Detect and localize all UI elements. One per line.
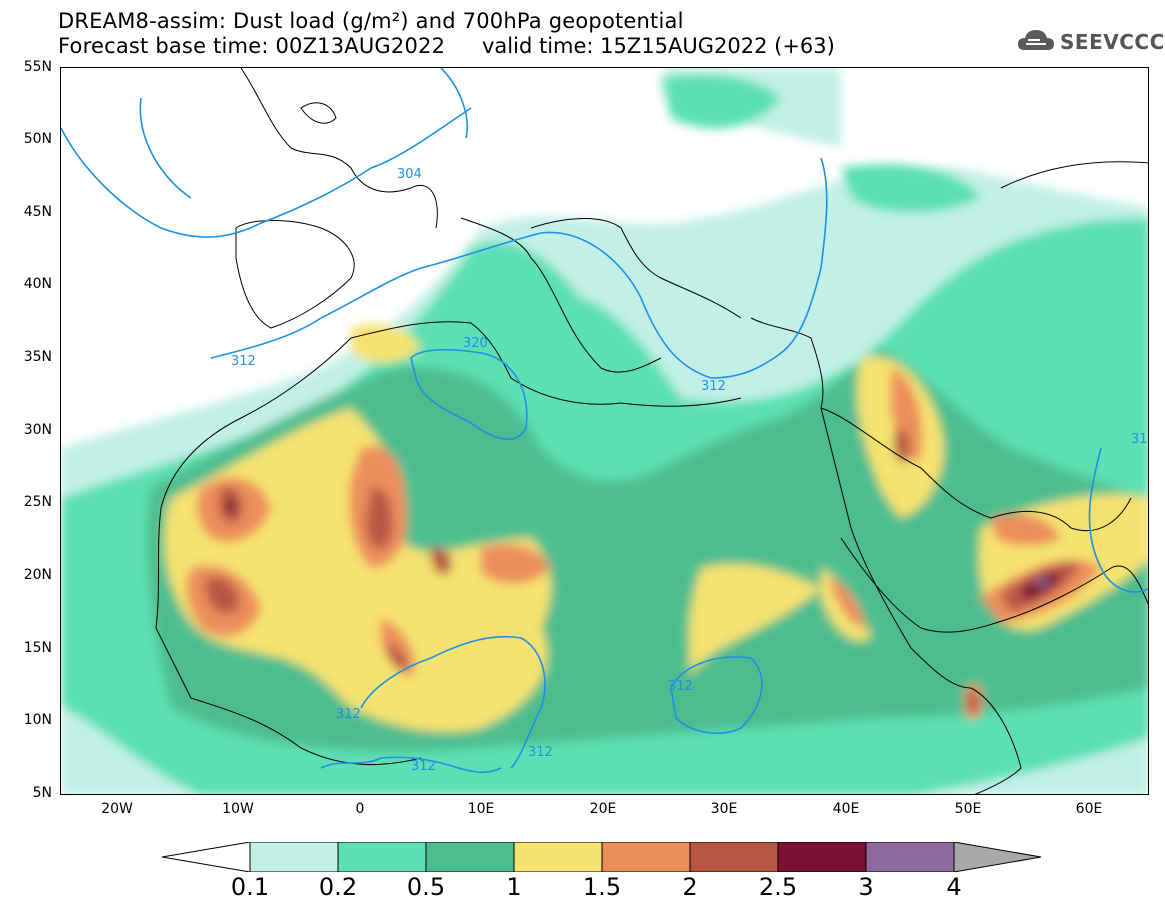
dust-level-0-2-caspian <box>841 164 981 213</box>
dust-level-1-5-chad <box>481 544 551 584</box>
dust-level-2-d <box>430 547 452 575</box>
dust-level-2-somalia <box>967 691 979 714</box>
colorbar-segment-8 <box>865 842 955 872</box>
colorbar-segment-4 <box>513 842 603 872</box>
dust-level-1-sudan <box>687 564 821 677</box>
lon-label-20e: 20E <box>589 801 617 817</box>
colorbar-segment-1 <box>249 842 339 872</box>
lat-label-45n: 45N <box>23 204 52 220</box>
lat-label-20n: 20N <box>23 567 52 583</box>
lat-label-25n: 25N <box>23 494 52 510</box>
lon-label-40e: 40E <box>832 801 860 817</box>
colorbar-segment-2 <box>337 842 427 872</box>
dust-level-2-5-a <box>225 497 235 514</box>
colorbar-label-2: 2 <box>682 873 698 901</box>
colorbar-label-1: 1 <box>506 873 522 901</box>
lat-label-10n: 10N <box>23 712 52 728</box>
dust-load-map: 304 312 320 312 312 312 312 312 31 <box>60 67 1149 795</box>
lat-label-5n: 5N <box>32 785 52 801</box>
coastlines <box>155 68 1148 794</box>
valid-time: valid time: 15Z15AUG2022 (+63) <box>482 34 835 58</box>
lat-label-30n: 30N <box>23 422 52 438</box>
contour-label-320: 320 <box>463 336 488 351</box>
colorbar <box>162 842 1042 872</box>
colorbar-segment-6 <box>689 842 779 872</box>
lat-label-50n: 50N <box>23 131 52 147</box>
contour-label-312-sudan: 312 <box>668 679 693 694</box>
contour-label-312-cameroon: 312 <box>528 745 553 760</box>
lat-label-55n: 55N <box>23 59 52 75</box>
colorbar-label-1-5: 1.5 <box>582 873 622 901</box>
forecast-base-time: Forecast base time: 00Z13AUG2022 <box>58 34 446 58</box>
logo-text: SEEVCCC <box>1060 30 1165 54</box>
dust-level-1-5-eritrea <box>831 578 866 628</box>
lat-label-15n: 15N <box>23 640 52 656</box>
colorbar-label-0-5: 0.5 <box>406 873 446 901</box>
lon-label-30e: 30E <box>710 801 738 817</box>
colorbar-over-triangle <box>953 842 1042 872</box>
dust-level-0-2-north <box>661 74 781 129</box>
colorbar-label-0-2: 0.2 <box>318 873 358 901</box>
dust-level-1 <box>164 408 551 732</box>
lat-label-35n: 35N <box>23 349 52 365</box>
colorbar-segment-5 <box>601 842 691 872</box>
contour-label-312-gulf-guinea: 312 <box>411 759 436 774</box>
colorbar-under-triangle <box>162 842 251 872</box>
map-title: DREAM8-assim: Dust load (g/m²) and 700hP… <box>58 9 684 33</box>
colorbar-label-2-5: 2.5 <box>758 873 798 901</box>
colorbar-label-3: 3 <box>858 873 874 901</box>
lat-label-40n: 40N <box>23 276 52 292</box>
contour-label-31: 31 <box>1131 432 1148 447</box>
contour-label-312-med: 312 <box>701 379 726 394</box>
colorbar-segment-7 <box>777 842 867 872</box>
lon-label-50e: 50E <box>954 801 982 817</box>
dust-level-3-oman <box>1033 577 1050 587</box>
lon-label-10e: 10E <box>467 801 495 817</box>
cloud-icon <box>1018 30 1054 50</box>
lon-label-0: 0 <box>355 801 365 817</box>
lon-label-60e: 60E <box>1075 801 1103 817</box>
colorbar-label-0-1: 0.1 <box>230 873 270 901</box>
colorbar-label-4: 4 <box>946 873 962 901</box>
dust-level-2-c <box>366 487 393 549</box>
dust-level-1-5-gulf <box>991 514 1061 546</box>
dust-level-2-b <box>206 577 240 613</box>
map-canvas: 304 312 320 312 312 312 312 312 31 <box>61 68 1148 794</box>
contour-label-304: 304 <box>397 167 422 182</box>
dust-level-2-e <box>386 643 408 673</box>
geopotential-contours <box>61 68 1148 774</box>
lon-label-10w: 10W <box>222 801 254 817</box>
lon-label-20w: 20W <box>101 801 133 817</box>
seevccc-logo: SEEVCCC <box>1016 24 1164 60</box>
colorbar-segment-3 <box>425 842 515 872</box>
contour-label-312-nigeria: 312 <box>336 707 361 722</box>
contour-label-312-west: 312 <box>231 354 256 369</box>
